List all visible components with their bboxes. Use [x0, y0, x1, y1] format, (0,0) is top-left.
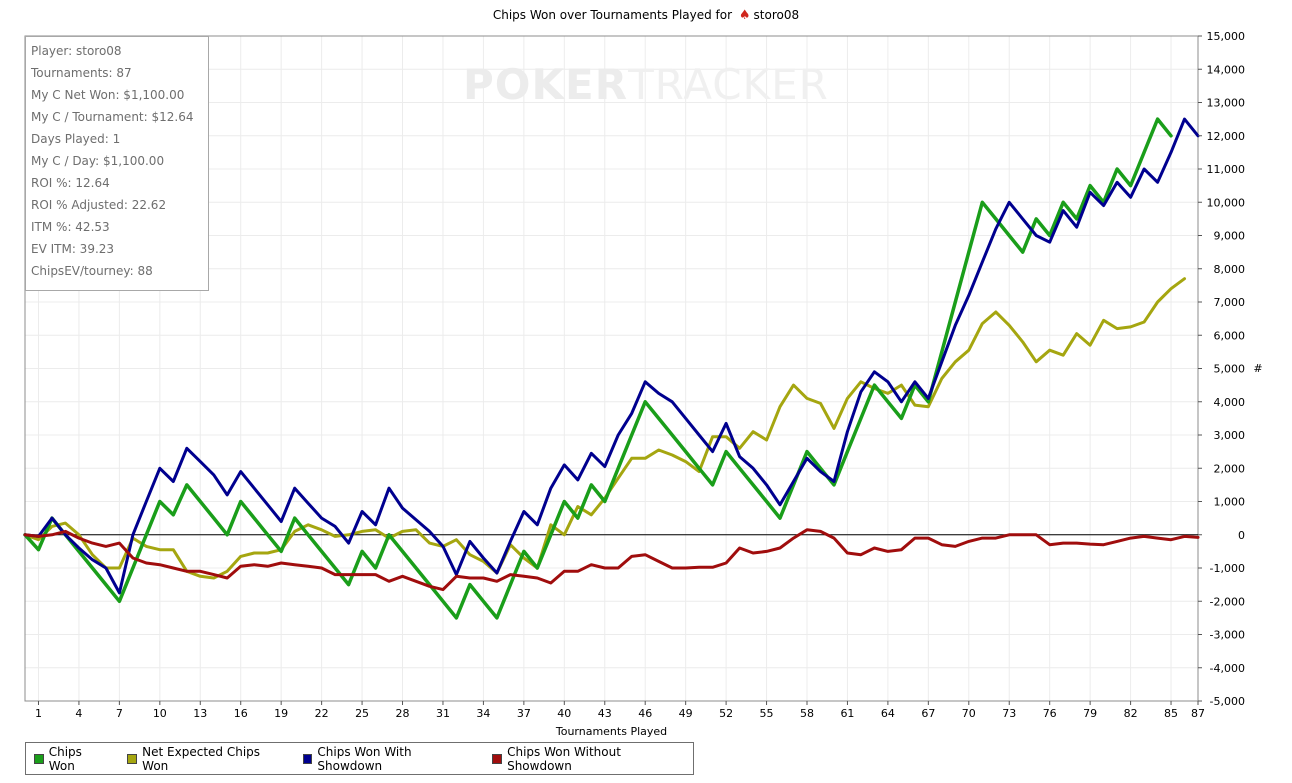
- x-tick-label: 87: [1191, 707, 1205, 720]
- stat-per-day: My C / Day: $1,100.00: [31, 154, 165, 168]
- x-tick-label: 67: [921, 707, 935, 720]
- stat-roi-adjusted: ROI % Adjusted: 22.62: [31, 198, 167, 212]
- player-stats-box: Player: storo08 Tournaments: 87 My C Net…: [25, 36, 209, 291]
- chart-title: Chips Won over Tournaments Played for ♠ s…: [0, 8, 1292, 23]
- y-tick-label: 6,000: [1214, 329, 1246, 342]
- x-tick-label: 55: [760, 707, 774, 720]
- y-tick-label: 13,000: [1207, 97, 1246, 110]
- x-tick-label: 70: [962, 707, 976, 720]
- series-line-chips-won-with-showdown: [23, 117, 1200, 595]
- legend-item-without-showdown[interactable]: Chips Won Without Showdown: [492, 745, 683, 773]
- stat-days-played: Days Played: 1: [31, 132, 121, 146]
- x-tick-label: 28: [396, 707, 410, 720]
- x-tick-label: 82: [1124, 707, 1138, 720]
- x-tick-label: 40: [557, 707, 571, 720]
- x-tick-label: 64: [881, 707, 895, 720]
- x-tick-label: 52: [719, 707, 733, 720]
- chart-title-player: storo08: [753, 8, 800, 22]
- y-tick-label: 4,000: [1214, 396, 1246, 409]
- stat-net-won: My C Net Won: $1,100.00: [31, 88, 185, 102]
- x-tick-label: 13: [193, 707, 207, 720]
- series-line-chips-won-without-showdown: [23, 528, 1200, 592]
- x-tick-label: 79: [1083, 707, 1097, 720]
- y-tick-label: 3,000: [1214, 429, 1246, 442]
- y-tick-label: -5,000: [1210, 695, 1245, 708]
- y-tick-label: 5,000: [1214, 363, 1246, 376]
- stat-per-tournament: My C / Tournament: $12.64: [31, 110, 194, 124]
- x-tick-label: 85: [1164, 707, 1178, 720]
- x-tick-label: 34: [476, 707, 490, 720]
- x-tick-label: 25: [355, 707, 369, 720]
- spade-icon: ♠: [738, 8, 751, 23]
- x-tick-label: 49: [679, 707, 693, 720]
- y-tick-label: -3,000: [1210, 629, 1245, 642]
- x-tick-label: 22: [315, 707, 329, 720]
- x-tick-label: 31: [436, 707, 450, 720]
- legend-label-chips-won: Chips Won: [48, 744, 82, 773]
- y-tick-label: 1,000: [1214, 496, 1246, 509]
- stat-tournaments: Tournaments: 87: [31, 66, 132, 80]
- chart-title-text: Chips Won over Tournaments Played for: [492, 8, 733, 22]
- y-tick-label: 15,000: [1207, 30, 1246, 43]
- x-tick-label: 61: [840, 707, 854, 720]
- x-axis-ticks: 1 4 7 10 13 16 19 22 25 28 31 34 37 40 43 46 49 52 55 58 61 6…: [35, 701, 1205, 720]
- x-tick-label: 76: [1043, 707, 1057, 720]
- x-tick-label: 10: [153, 707, 167, 720]
- watermark-light: TRACKER: [628, 60, 829, 109]
- x-tick-label: 16: [234, 707, 248, 720]
- x-tick-label: 37: [517, 707, 531, 720]
- pokertracker-watermark: POKERTRACKER: [463, 60, 829, 109]
- y-tick-label: 9,000: [1214, 230, 1246, 243]
- x-tick-label: 19: [274, 707, 288, 720]
- legend-swatch-without-showdown: [492, 753, 503, 764]
- x-tick-label: 43: [598, 707, 612, 720]
- x-axis-label: Tournaments Played: [555, 725, 667, 738]
- x-tick-label: 4: [75, 707, 82, 720]
- y-tick-label: -2,000: [1210, 595, 1245, 608]
- x-tick-label: 58: [800, 707, 814, 720]
- chart-legend: Chips Won Net Expected Chips Won Chips W…: [25, 742, 694, 775]
- legend-item-net-expected[interactable]: Net Expected Chips Won: [127, 745, 284, 773]
- stat-player: Player: storo08: [31, 44, 122, 58]
- legend-label-net-expected: Net Expected Chips Won: [142, 744, 261, 773]
- y-tick-label: 12,000: [1207, 130, 1246, 143]
- x-tick-label: 1: [35, 707, 42, 720]
- stat-itm: ITM %: 42.53: [31, 220, 110, 234]
- legend-item-chips-won[interactable]: Chips Won: [34, 745, 109, 773]
- y-tick-label: 8,000: [1214, 263, 1246, 276]
- y-tick-label: 14,000: [1207, 63, 1246, 76]
- legend-label-with-showdown: Chips Won With Showdown: [317, 744, 412, 773]
- y-tick-label: 2,000: [1214, 462, 1246, 475]
- y-tick-label: 11,000: [1207, 163, 1246, 176]
- stat-roi: ROI %: 12.64: [31, 176, 110, 190]
- y-tick-label: 7,000: [1214, 296, 1246, 309]
- y-axis-ticks: -5,000 -4,000 -3,000 -2,000 -1,000 0 1,000 2,00…: [1198, 30, 1245, 708]
- watermark-bold: POKER: [463, 60, 629, 109]
- legend-swatch-chips-won: [34, 753, 44, 764]
- y-tick-label: 0: [1238, 529, 1245, 542]
- x-tick-label: 7: [116, 707, 123, 720]
- legend-label-without-showdown: Chips Won Without Showdown: [507, 744, 621, 773]
- y-tick-label: 10,000: [1207, 196, 1246, 209]
- stat-ev-itm: EV ITM: 39.23: [31, 242, 115, 256]
- x-tick-label: 46: [638, 707, 652, 720]
- legend-item-with-showdown[interactable]: Chips Won With Showdown: [302, 744, 475, 773]
- series-line-chips-won: [23, 117, 1173, 620]
- x-tick-label: 73: [1002, 707, 1016, 720]
- y-tick-label: -4,000: [1210, 662, 1245, 675]
- legend-swatch-net-expected: [127, 753, 138, 764]
- stat-chipsev: ChipsEV/tourney: 88: [31, 264, 153, 278]
- y-tick-label: -1,000: [1210, 562, 1245, 575]
- legend-swatch-with-showdown: [302, 753, 313, 764]
- y-axis-label: #: [1253, 362, 1262, 375]
- series-lines: [23, 117, 1200, 620]
